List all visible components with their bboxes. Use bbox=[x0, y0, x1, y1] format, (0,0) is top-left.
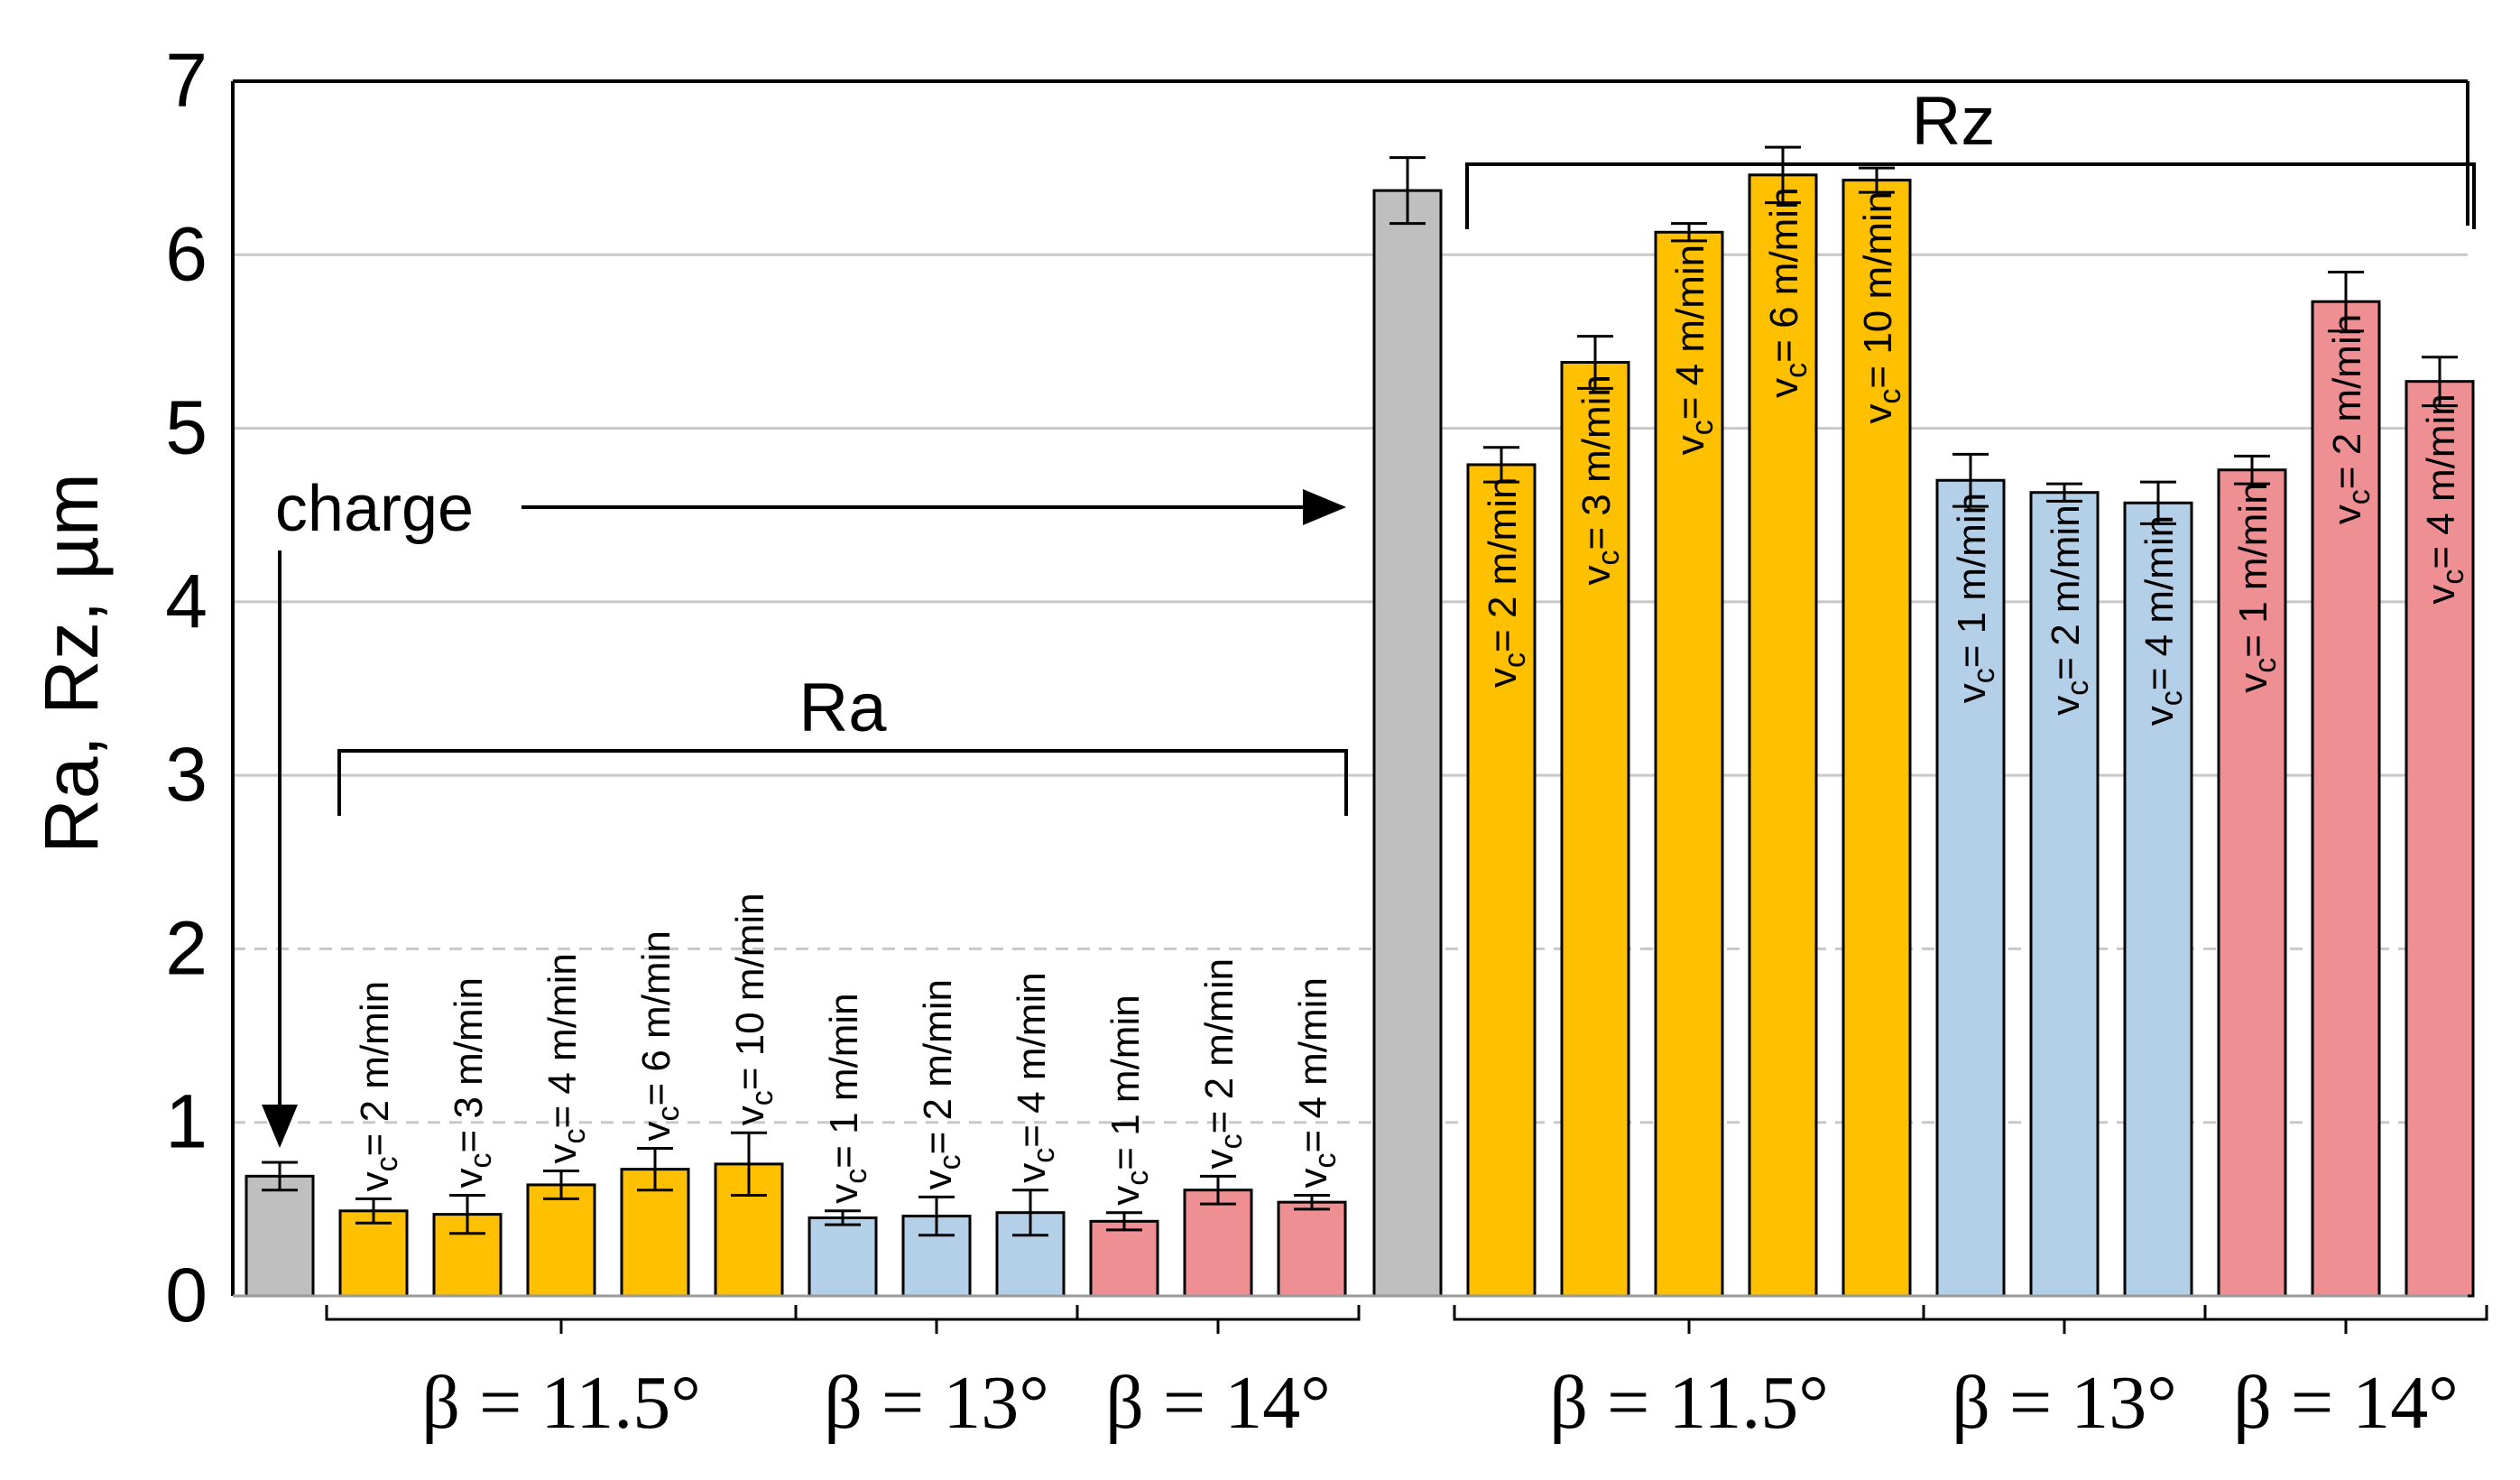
bar-label-ra-g2-b1: vc= 2 m/min bbox=[1197, 958, 1249, 1169]
bar-rz-g2-b1 bbox=[2311, 300, 2381, 1298]
y-tick-label-4: 4 bbox=[165, 559, 208, 643]
bar-rz-g1-b2 bbox=[2123, 501, 2193, 1298]
y-tick-label-7: 7 bbox=[165, 38, 208, 123]
y-tick-label-3: 3 bbox=[165, 732, 208, 817]
bar-label-ra-g0-b4: vc= 10 m/min bbox=[728, 893, 780, 1125]
y-axis-label: Ra, Rz, µm bbox=[29, 473, 114, 854]
brackets: Ra Rz bbox=[337, 83, 2476, 816]
bar-label-rz-g0-b0: vc= 2 m/min bbox=[1481, 477, 1532, 688]
bar-labels: vc= 2 m/min vc= 3 m/min vc= 4 m/min vc= 6 m… bbox=[353, 187, 2470, 1205]
bar-ra-g0-b2 bbox=[526, 1183, 596, 1298]
bar-rz-g0-b3 bbox=[1748, 173, 1818, 1298]
bar-rz-g2-b2 bbox=[2405, 380, 2475, 1298]
bar-ra-g1-b0 bbox=[808, 1216, 878, 1298]
bar-ra-charge bbox=[245, 1174, 315, 1298]
series-bracket-rz bbox=[1465, 162, 2476, 229]
y-tick-label-2: 2 bbox=[165, 905, 208, 990]
charge-annotation-label: charge bbox=[275, 473, 474, 545]
bar-label-ra-g0-b1: vc= 3 m/min bbox=[447, 977, 498, 1188]
bars bbox=[245, 173, 2475, 1298]
group-label-rz-g0: β = 11.5° bbox=[1549, 1361, 1829, 1445]
group-label-ra-g0: β = 11.5° bbox=[421, 1361, 701, 1445]
bar-label-rz-g1-b2: vc= 4 m/min bbox=[2137, 515, 2189, 726]
bar-label-ra-g2-b0: vc= 1 m/min bbox=[1103, 994, 1155, 1205]
bar-rz-g0-b1 bbox=[1560, 361, 1630, 1298]
y-tick-label-0: 0 bbox=[165, 1253, 208, 1337]
bar-rz-charge bbox=[1372, 189, 1443, 1298]
bar-ra-g2-b1 bbox=[1183, 1189, 1253, 1298]
bar-label-ra-g0-b3: vc= 6 m/min bbox=[634, 930, 686, 1141]
y-tick-labels: 0 1 2 3 4 5 6 7 bbox=[165, 38, 208, 1337]
bar-label-rz-g2-b2: vc= 4 m/min bbox=[2419, 393, 2470, 604]
y-tick-label-5: 5 bbox=[165, 385, 208, 470]
bar-label-ra-g0-b0: vc= 2 m/min bbox=[353, 981, 404, 1191]
bar-label-ra-g0-b2: vc= 4 m/min bbox=[540, 953, 592, 1163]
bar-rz-g0-b4 bbox=[1842, 179, 1912, 1298]
group-label-rz-g2: β = 14° bbox=[2233, 1361, 2459, 1445]
y-tick-label-6: 6 bbox=[165, 211, 208, 296]
bar-label-ra-g1-b2: vc= 4 m/min bbox=[1010, 972, 1061, 1182]
bar-label-rz-g1-b1: vc= 2 m/min bbox=[2044, 504, 2095, 715]
error-bars bbox=[262, 145, 2458, 1237]
series-bracket-label-ra: Ra bbox=[798, 670, 887, 746]
bar-label-rz-g0-b4: vc= 10 m/min bbox=[1856, 191, 1907, 424]
group-labels: β = 11.5° β = 13° β = 14° β = 11.5° β = 13° β… bbox=[325, 1305, 2488, 1445]
group-label-ra-g2: β = 14° bbox=[1105, 1361, 1331, 1445]
bar-label-rz-g2-b1: vc= 2 m/min bbox=[2325, 314, 2377, 524]
group-label-ra-g1: β = 13° bbox=[824, 1361, 1049, 1445]
bar-label-ra-g1-b1: vc= 2 m/min bbox=[916, 979, 967, 1189]
annotations: Ra, Rz, µm charge bbox=[29, 473, 1346, 1148]
bar-rz-g0-b0 bbox=[1466, 463, 1537, 1298]
bar-label-rz-g0-b3: vc= 6 m/min bbox=[1762, 187, 1814, 397]
bar-label-rz-g1-b0: vc= 1 m/min bbox=[1950, 493, 2001, 703]
series-bracket-label-rz: Rz bbox=[1912, 83, 1996, 160]
bar-label-ra-g1-b0: vc= 1 m/min bbox=[822, 993, 873, 1203]
group-label-rz-g1: β = 13° bbox=[1952, 1361, 2177, 1445]
series-bracket-ra bbox=[337, 749, 1348, 816]
bar-rz-g0-b2 bbox=[1654, 230, 1724, 1298]
bar-label-ra-g2-b2: vc= 4 m/min bbox=[1291, 977, 1343, 1188]
bar-label-rz-g0-b2: vc= 4 m/min bbox=[1668, 245, 1720, 455]
y-tick-label-1: 1 bbox=[165, 1079, 208, 1164]
bar-ra-g2-b2 bbox=[1277, 1200, 1347, 1298]
bar-rz-g1-b0 bbox=[1935, 478, 2006, 1298]
axes bbox=[231, 79, 2469, 1298]
bar-label-rz-g0-b1: vc= 3 m/min bbox=[1574, 375, 1626, 585]
bar-label-rz-g2-b0: vc= 1 m/min bbox=[2231, 482, 2283, 692]
bar-ra-g2-b0 bbox=[1089, 1219, 1159, 1298]
